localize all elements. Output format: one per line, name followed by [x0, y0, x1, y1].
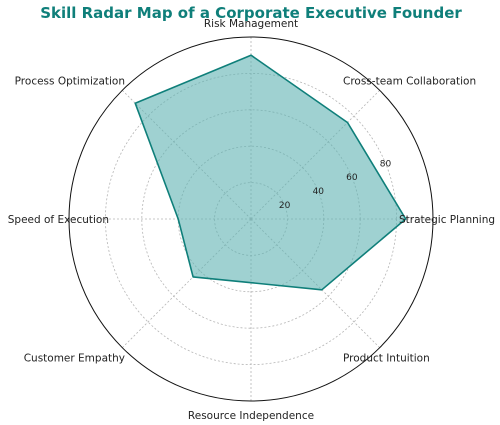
outer-ring [68, 36, 434, 402]
r-tick-label-20: 20 [279, 201, 291, 211]
axis-label-product-intuition: Product Intuition [343, 353, 430, 365]
axis-label-process-optimization: Process Optimization [15, 75, 125, 87]
axis-label-risk-management: Risk Management [204, 18, 298, 30]
series-polygon-0 [134, 54, 407, 291]
data-layer [134, 54, 407, 291]
label-layer: 20 40 60 80 Strategic Planning Cross-team Col… [8, 18, 495, 422]
axis-label-cross-team-collaboration: Cross-team Collaboration [343, 75, 476, 87]
r-tick-label-80: 80 [380, 159, 392, 169]
r-tick-label-40: 40 [313, 187, 325, 197]
axis-label-resource-independence: Resource Independence [188, 410, 314, 422]
axis-label-speed-of-execution: Speed of Execution [8, 214, 109, 226]
chart-title: Skill Radar Map of a Corporate Executive… [40, 4, 462, 22]
axis-label-customer-empathy: Customer Empathy [24, 353, 125, 365]
r-tick-label-60: 60 [346, 173, 358, 183]
axis-label-strategic-planning: Strategic Planning [399, 214, 495, 226]
